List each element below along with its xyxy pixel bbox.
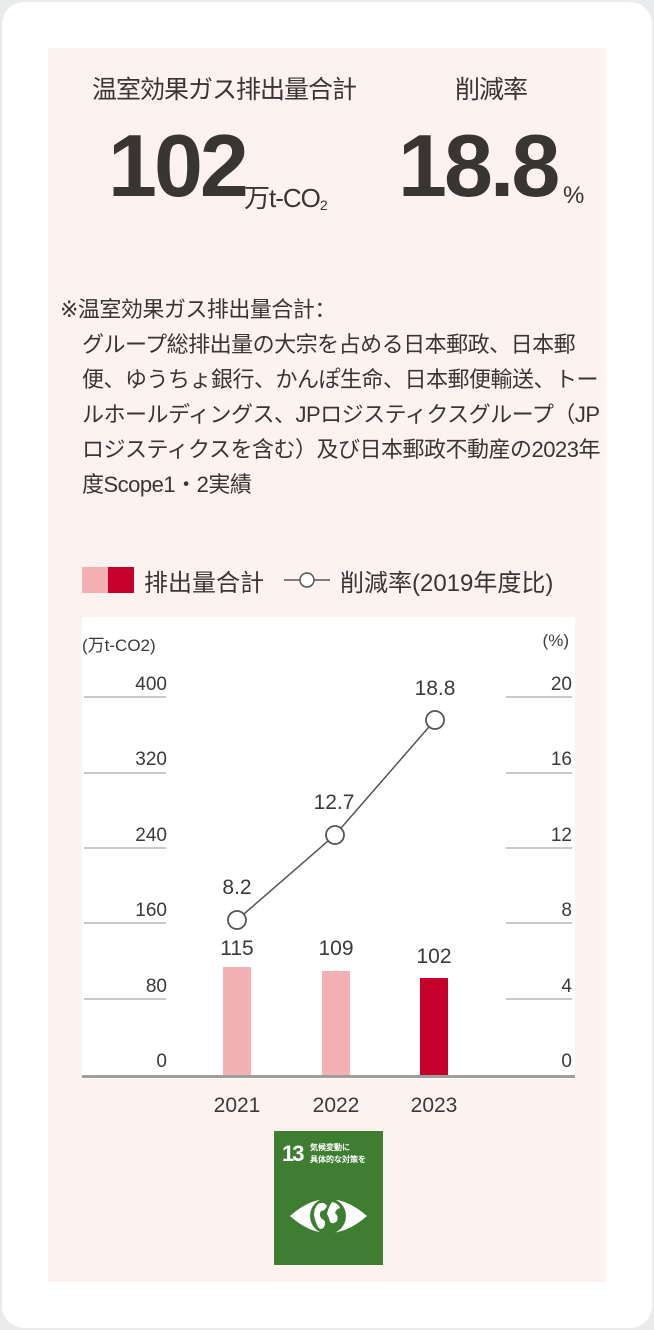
left-tick: 400 xyxy=(135,674,167,695)
gridline-left xyxy=(84,772,166,774)
sdg-title-line2: 具体的な対策を xyxy=(310,1155,366,1164)
left-tick: 320 xyxy=(135,749,167,770)
sdg-title-line1: 気候変動に xyxy=(310,1143,350,1152)
legend-bars-label: 排出量合計 xyxy=(144,569,264,597)
gridline-left xyxy=(84,847,166,849)
legend-swatch-past xyxy=(82,567,108,593)
gridline-left xyxy=(84,696,166,698)
x-label-2022: 2022 xyxy=(312,1094,360,1117)
line-marker-icon xyxy=(284,572,330,588)
point-value-label: 12.7 xyxy=(313,791,355,814)
legend-line-label: 削減率(2019年度比) xyxy=(340,569,554,597)
gridline-right xyxy=(506,998,572,1000)
left-tick: 80 xyxy=(145,976,167,997)
unit-subscript: 2 xyxy=(319,197,328,213)
chart-area: (万t-CO2) (%) 400 320 240 160 80 0 20 16 … xyxy=(82,617,575,1079)
legend-swatch-current xyxy=(108,567,134,593)
gridline-left xyxy=(84,922,166,924)
x-axis-baseline xyxy=(82,1075,575,1078)
reduction-rate-line xyxy=(227,710,445,930)
chart-legend: 排出量合計 削減率(2019年度比) xyxy=(82,562,571,598)
total-emissions-unit: 万t-CO2 xyxy=(244,178,328,215)
bar-2023 xyxy=(420,978,448,1076)
right-axis-unit: (%) xyxy=(542,631,569,650)
right-tick: 4 xyxy=(561,976,572,997)
footnote-body: グループ総排出量の大宗を占める日本郵政、日本郵便、ゆうちょ銀行、かんぽ生命、日本… xyxy=(82,332,600,497)
sdg-title: 気候変動に 具体的な対策を xyxy=(310,1142,366,1166)
right-tick: 16 xyxy=(550,749,572,770)
gridline-right xyxy=(506,847,572,849)
sdg-number: 13 xyxy=(282,1141,305,1166)
bar-value-label: 102 xyxy=(416,945,452,968)
total-emissions-value: 102 xyxy=(108,116,249,215)
footnote: ※温室効果ガス排出量合計： グループ総排出量の大宗を占める日本郵政、日本郵便、ゆ… xyxy=(60,292,600,502)
point-value-label: 18.8 xyxy=(414,677,456,700)
right-tick: 12 xyxy=(550,825,572,846)
footnote-head: ※温室効果ガス排出量合計： xyxy=(60,297,336,322)
left-tick: 160 xyxy=(135,900,167,921)
x-label-2023: 2023 xyxy=(410,1094,458,1117)
eye-globe-icon xyxy=(290,1198,367,1234)
sdg-13-badge: 13 気候変動に 具体的な対策を xyxy=(274,1131,383,1265)
total-emissions-label: 温室効果ガス排出量合計 xyxy=(92,76,357,104)
bar-value-label: 115 xyxy=(220,937,254,960)
right-tick: 0 xyxy=(561,1051,572,1072)
gridline-right xyxy=(506,922,572,924)
unit-text: 万t-CO xyxy=(244,183,321,213)
point-value-label: 8.2 xyxy=(222,876,252,899)
gridline-left xyxy=(84,998,166,1000)
gridline-right xyxy=(506,696,572,698)
gridline-right xyxy=(506,772,572,774)
x-label-2021: 2021 xyxy=(213,1094,261,1117)
bar-2022 xyxy=(322,971,350,1076)
reduction-rate-unit: % xyxy=(563,182,584,209)
bar-2021 xyxy=(223,967,251,1076)
right-tick: 8 xyxy=(561,900,572,921)
left-tick: 0 xyxy=(156,1051,167,1072)
left-tick: 240 xyxy=(135,825,167,846)
bar-value-label: 109 xyxy=(318,937,354,960)
right-tick: 20 xyxy=(550,674,572,695)
reduction-rate-label: 削減率 xyxy=(455,76,528,104)
reduction-rate-value: 18.8 xyxy=(398,116,560,215)
left-axis-unit: (万t-CO2) xyxy=(82,636,156,655)
